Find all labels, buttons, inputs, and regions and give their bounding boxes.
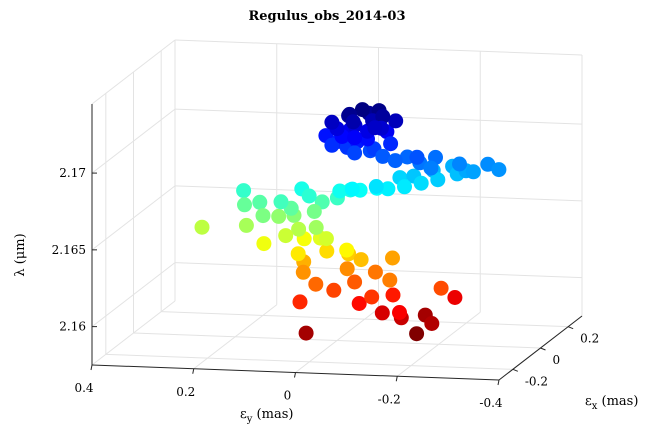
data-point bbox=[339, 261, 355, 277]
x-tick-mark bbox=[90, 364, 93, 371]
chart-title: Regulus_obs_2014-03 bbox=[248, 9, 405, 24]
data-point bbox=[255, 208, 271, 224]
data-point bbox=[375, 148, 391, 164]
data-point bbox=[339, 242, 355, 258]
data-point bbox=[278, 228, 294, 244]
data-point bbox=[430, 172, 446, 188]
data-point bbox=[375, 109, 391, 124]
y-tick-label: -0.2 bbox=[525, 374, 548, 388]
data-point bbox=[306, 204, 322, 219]
data-point bbox=[367, 120, 383, 136]
data-point bbox=[256, 236, 272, 252]
data-point bbox=[324, 137, 340, 153]
data-point bbox=[385, 250, 400, 266]
x-tick-mark bbox=[395, 376, 398, 382]
x-tick-mark bbox=[192, 368, 195, 374]
data-point bbox=[345, 114, 361, 130]
data-point bbox=[347, 274, 363, 290]
data-point bbox=[447, 290, 463, 305]
data-point bbox=[491, 162, 507, 178]
grid-line bbox=[161, 311, 569, 328]
data-point bbox=[353, 252, 369, 268]
x-tick-label: 0.4 bbox=[74, 381, 93, 395]
x-tick-label: -0.4 bbox=[479, 396, 503, 410]
data-point bbox=[298, 325, 314, 341]
data-point bbox=[194, 219, 210, 235]
data-point bbox=[433, 280, 449, 296]
data-point bbox=[318, 231, 334, 247]
data-point bbox=[367, 264, 383, 280]
data-point bbox=[480, 156, 496, 172]
data-point bbox=[347, 130, 363, 146]
data-point bbox=[392, 305, 407, 320]
data-point bbox=[344, 181, 360, 197]
data-point bbox=[237, 197, 252, 213]
data-point bbox=[388, 113, 404, 129]
data-point bbox=[374, 305, 390, 321]
grid-line bbox=[91, 185, 176, 251]
data-point bbox=[382, 272, 398, 288]
y-axis-label: εx (mas) bbox=[585, 394, 638, 412]
data-point bbox=[364, 289, 380, 305]
data-point bbox=[424, 316, 440, 331]
z-tick-label: 2.17 bbox=[59, 166, 86, 180]
data-point bbox=[409, 149, 425, 165]
data-point bbox=[351, 296, 367, 311]
data-point bbox=[452, 156, 467, 172]
z-tick-label: 2.165 bbox=[52, 243, 86, 257]
data-point bbox=[292, 294, 308, 310]
data-point bbox=[319, 243, 335, 259]
data-point bbox=[409, 326, 425, 342]
data-point bbox=[380, 181, 396, 197]
z-tick-label: 2.16 bbox=[59, 320, 86, 334]
tick-labels: 0.4 0.2 0 -0.2 -0.4 -0.2 0 0.2 2.16 2.165 2.17 bbox=[52, 166, 600, 410]
data-point bbox=[397, 179, 412, 195]
data-points bbox=[194, 102, 507, 342]
data-point bbox=[236, 183, 252, 199]
x-tick-label: -0.2 bbox=[378, 392, 401, 406]
x-tick-label: 0 bbox=[284, 389, 292, 403]
data-point bbox=[308, 220, 324, 235]
data-point bbox=[273, 194, 289, 210]
data-point bbox=[308, 276, 324, 292]
x-tick-mark bbox=[497, 379, 500, 386]
data-point bbox=[295, 264, 311, 280]
data-point bbox=[347, 145, 363, 161]
data-point bbox=[324, 114, 340, 130]
data-point bbox=[368, 179, 384, 194]
x-tick-mark bbox=[294, 372, 296, 378]
data-point bbox=[291, 221, 307, 237]
grid-line bbox=[133, 332, 541, 349]
data-point bbox=[332, 183, 348, 199]
grid bbox=[91, 39, 583, 381]
data-point bbox=[387, 153, 403, 169]
x-tick-label: 0.2 bbox=[176, 385, 195, 399]
data-point bbox=[301, 188, 317, 204]
data-point bbox=[423, 160, 439, 176]
box-edge bbox=[91, 39, 176, 105]
data-point bbox=[354, 102, 370, 118]
data-point bbox=[271, 208, 287, 224]
y-tick-mark bbox=[512, 368, 519, 372]
y-tick-label: 0.2 bbox=[580, 332, 599, 346]
grid-line bbox=[91, 262, 176, 328]
box-edge bbox=[174, 39, 583, 56]
y-tick-label: 0 bbox=[553, 353, 561, 367]
axes bbox=[90, 104, 583, 386]
z-axis-label: λ (μm) bbox=[13, 233, 28, 276]
data-point bbox=[290, 246, 306, 262]
y-tick-mark bbox=[540, 347, 546, 351]
data-point bbox=[383, 136, 399, 152]
data-point bbox=[238, 217, 254, 233]
x-axis-label: εy (mas) bbox=[240, 407, 293, 425]
grid-line bbox=[91, 108, 176, 174]
grid-line bbox=[105, 353, 513, 370]
data-point bbox=[465, 164, 481, 180]
data-point bbox=[326, 282, 342, 298]
data-point bbox=[252, 194, 268, 210]
data-point bbox=[385, 287, 401, 303]
data-point bbox=[413, 175, 429, 191]
y-tick-mark bbox=[567, 326, 574, 330]
